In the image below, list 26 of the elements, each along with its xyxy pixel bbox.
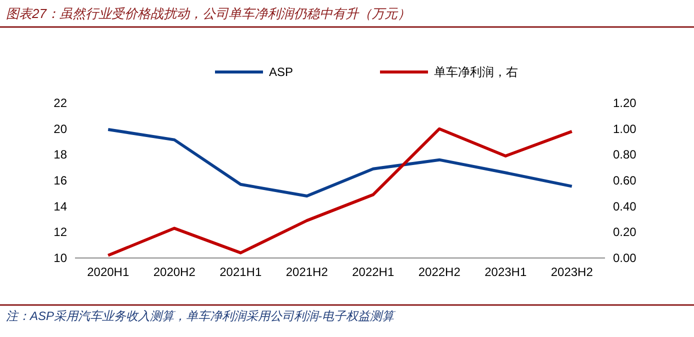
y2-tick-label: 0.80	[613, 148, 637, 162]
x-tick-label: 2022H1	[352, 265, 394, 279]
y-tick-label: 16	[54, 174, 68, 188]
y-tick-label: 20	[54, 122, 68, 136]
y-tick-label: 18	[54, 148, 68, 162]
text: 注：ASP采用汽车业务收入测算，单车净利润采用公司利润-电子权益测算	[6, 309, 396, 323]
x-tick-label: 2023H1	[484, 265, 527, 279]
title: 图表27：虽然行业受价格战扰动，公司单车净利润仍稳中有升（万元）	[6, 6, 410, 21]
x-tick-label: 2021H1	[220, 265, 262, 279]
y-tick-label: 10	[54, 251, 68, 265]
y2-tick-label: 0.20	[613, 225, 637, 240]
y-tick-label: 12	[54, 225, 68, 240]
y2-tick-label: 1.00	[613, 122, 637, 136]
x-tick-label: 2022H2	[418, 265, 461, 279]
y2-tick-label: 0.60	[613, 174, 637, 188]
y2-tick-label: 0.00	[613, 251, 637, 265]
legend-label: 单车净利润，右	[434, 65, 518, 79]
x-tick-label: 2020H2	[153, 265, 196, 279]
y-tick-label: 14	[54, 199, 68, 214]
x-tick-label: 2023H2	[550, 265, 594, 279]
y-tick-label: 22	[54, 96, 68, 110]
x-tick-label: 2021H2	[286, 265, 328, 279]
legend-label: ASP	[269, 65, 294, 79]
x-tick-label: 2020H1	[87, 265, 130, 279]
y2-tick-label: 1.20	[613, 96, 637, 110]
y2-tick-label: 0.40	[613, 199, 637, 214]
